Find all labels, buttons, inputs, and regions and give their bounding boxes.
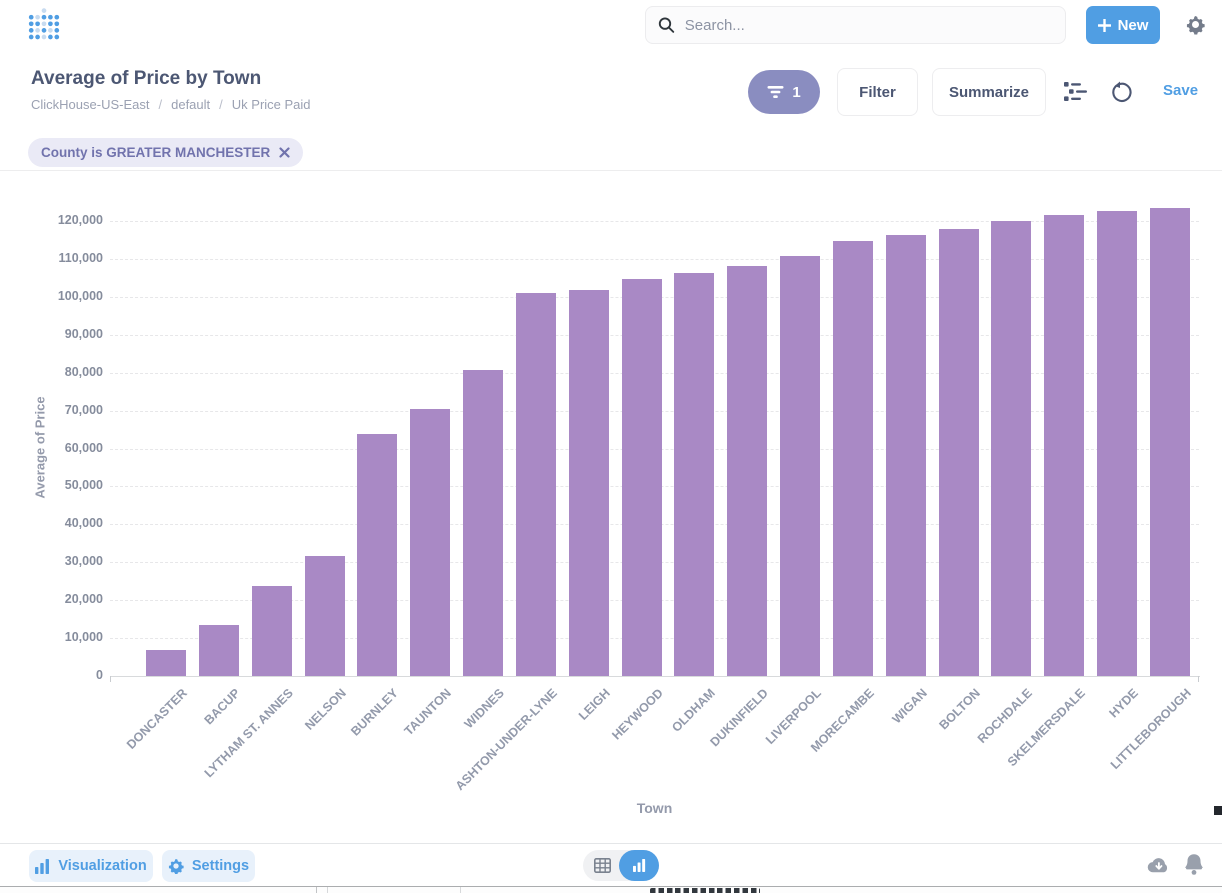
filter-button-label: Filter — [859, 83, 896, 101]
y-tick-label: 70,000 — [64, 402, 103, 417]
bar-lytham-st-annes[interactable] — [251, 586, 292, 676]
chart-settings-button[interactable]: Settings — [162, 850, 255, 882]
new-button[interactable]: New — [1086, 6, 1160, 44]
bar-dukinfield[interactable] — [727, 265, 768, 676]
plus-icon — [1097, 18, 1111, 32]
clipped-text — [650, 888, 760, 893]
save-button[interactable]: Save — [1163, 82, 1199, 99]
filter-count-pill[interactable]: 1 — [748, 70, 820, 114]
y-tick-label: 100,000 — [57, 288, 103, 303]
bar-skelmersdale[interactable] — [1044, 215, 1085, 676]
bar-bolton[interactable] — [938, 228, 979, 676]
filter-chip-label: County is GREATER MANCHESTER — [41, 145, 271, 160]
y-tick-label: 110,000 — [58, 250, 104, 265]
gridline — [110, 258, 1199, 260]
breadcrumb: ClickHouse-US-East / default / Uk Price … — [31, 97, 311, 112]
page-title: Average of Price by Town — [31, 68, 262, 89]
bar-oldham[interactable] — [674, 272, 715, 676]
bar-ashton-under-lyne[interactable] — [515, 292, 556, 676]
x-axis-title: Town — [636, 800, 673, 816]
breadcrumb-table[interactable]: Uk Price Paid — [231, 97, 311, 112]
bar-widnes[interactable] — [463, 369, 504, 676]
breadcrumb-separator: / — [158, 97, 163, 112]
remove-filter-icon[interactable] — [279, 147, 290, 158]
new-button-label: New — [1117, 16, 1149, 34]
scrollbar-artifact — [1214, 806, 1222, 815]
summarize-button-label: Summarize — [948, 83, 1030, 101]
bar-chart-icon — [632, 859, 645, 872]
summarize-button[interactable]: Summarize — [932, 68, 1046, 116]
y-tick-label: 20,000 — [64, 592, 103, 607]
axis-end-tick — [110, 676, 111, 682]
funnel-icon — [767, 86, 784, 98]
y-tick-label: 40,000 — [64, 516, 103, 531]
y-tick-label: 0 — [96, 668, 103, 682]
y-tick-label: 50,000 — [64, 478, 103, 493]
filter-count: 1 — [792, 83, 801, 101]
y-tick-label: 10,000 — [64, 630, 103, 645]
settings-label: Settings — [191, 858, 250, 874]
filter-chip[interactable]: County is GREATER MANCHESTER — [28, 138, 304, 167]
bar-taunton[interactable] — [410, 408, 451, 676]
table-icon — [594, 858, 611, 873]
table-view-button[interactable] — [594, 858, 611, 873]
download-icon[interactable] — [1144, 856, 1170, 875]
bar-morecambe[interactable] — [832, 241, 873, 676]
metabase-logo[interactable] — [28, 7, 60, 43]
y-tick-label: 30,000 — [64, 554, 103, 569]
y-tick-label: 120,000 — [57, 213, 103, 227]
bar-hyde[interactable] — [1097, 210, 1138, 676]
y-tick-label: 90,000 — [64, 326, 103, 341]
visualization-button[interactable]: Visualization — [29, 850, 153, 882]
bar-littleborough[interactable] — [1150, 207, 1190, 676]
bar-liverpool[interactable] — [780, 256, 821, 676]
bar-heywood[interactable] — [621, 279, 662, 676]
axis-end-tick — [1198, 676, 1199, 682]
visualization-label: Visualization — [58, 858, 147, 874]
admin-gear-icon[interactable] — [1185, 14, 1206, 35]
bottom-bar: Visualization Settings — [0, 843, 1222, 887]
bar-burnley[interactable] — [357, 434, 398, 676]
breadcrumb-schema[interactable]: default — [171, 97, 211, 112]
filter-chip-row: County is GREATER MANCHESTER — [0, 132, 1222, 171]
viz-type-toggle — [583, 850, 659, 881]
y-tick-label: 80,000 — [64, 364, 103, 379]
bar-nelson[interactable] — [304, 556, 345, 676]
search-icon — [658, 17, 675, 33]
gridline — [110, 221, 1199, 222]
notifications-bell-icon[interactable] — [1184, 853, 1204, 876]
breadcrumb-separator: / — [219, 97, 223, 112]
bar-bacup[interactable] — [198, 625, 239, 676]
y-tick-label: 60,000 — [64, 440, 103, 455]
breadcrumb-database[interactable]: ClickHouse-US-East — [31, 97, 150, 112]
bar-doncaster[interactable] — [146, 649, 186, 676]
y-axis-title: Average of Price — [32, 396, 48, 499]
x-axis-line — [110, 676, 1200, 677]
bar-chart: 0 10,000 20,000 30,000 40,000 50,000 60,000 70,… — [0, 170, 1222, 843]
bar-wigan[interactable] — [885, 234, 926, 676]
bar-rochdale[interactable] — [991, 221, 1032, 676]
search-bar[interactable] — [645, 6, 1066, 44]
bar-chart-icon — [35, 858, 50, 874]
gear-icon — [168, 859, 184, 874]
notebook-editor-icon[interactable] — [1064, 81, 1087, 102]
chart-view-button[interactable] — [619, 850, 659, 881]
clipped-table-strip — [0, 886, 1222, 893]
refresh-icon[interactable] — [1108, 80, 1132, 103]
search-input[interactable] — [684, 16, 1053, 34]
filter-button[interactable]: Filter — [837, 68, 918, 116]
bar-leigh[interactable] — [568, 290, 609, 676]
